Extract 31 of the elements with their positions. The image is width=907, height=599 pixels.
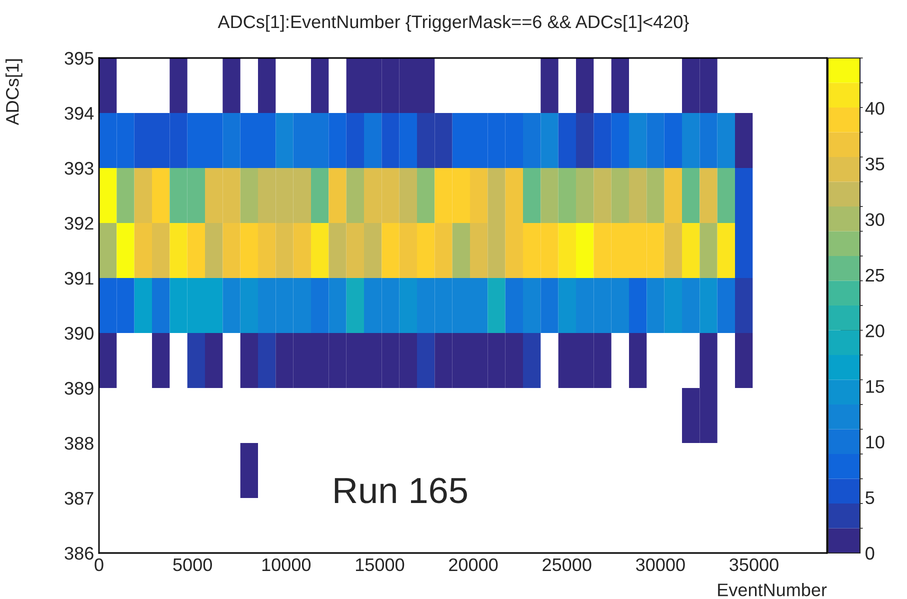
color-bar-label: 5 <box>866 492 874 504</box>
y-tick-label: 390 <box>64 326 94 340</box>
x-axis-title: EventNumber <box>718 583 827 596</box>
x-tick-label: 10000 <box>262 558 311 572</box>
x-tick-label: 5000 <box>173 558 212 572</box>
color-bar-label: 10 <box>866 436 884 448</box>
y-tick-label: 388 <box>64 436 94 450</box>
annotation: Run 165 <box>334 478 467 504</box>
y-axis-title: ADCs[1] <box>6 59 22 126</box>
y-tick-label: 391 <box>64 272 94 285</box>
chart-title: ADCs[1]:EventNumber {TriggerMask==6 && ADCs[1]<420} <box>218 14 689 32</box>
color-bar-label: 30 <box>866 213 884 226</box>
y-tick-label: 387 <box>64 492 94 505</box>
x-tick-label: 20000 <box>449 558 498 572</box>
y-tick-label: 392 <box>64 216 94 230</box>
color-bar-label: 0 <box>866 546 874 560</box>
x-tick-label: 35000 <box>730 558 778 572</box>
color-bar-label: 20 <box>866 324 884 338</box>
color-bar-label: 35 <box>866 158 884 170</box>
y-tick-label: 386 <box>64 546 94 560</box>
y-tick-label: 389 <box>64 382 94 395</box>
y-tick-label: 395 <box>64 52 94 65</box>
x-tick-label: 0 <box>94 558 104 572</box>
x-tick-label: 15000 <box>356 558 404 572</box>
color-bar-label: 40 <box>865 102 884 115</box>
x-tick-label: 30000 <box>636 558 685 572</box>
x-tick-label: 25000 <box>542 558 592 572</box>
y-tick-label: 394 <box>64 106 94 120</box>
y-tick-label: 393 <box>64 162 94 175</box>
color-bar-label: 25 <box>866 268 884 282</box>
color-bar-label: 15 <box>866 380 884 393</box>
